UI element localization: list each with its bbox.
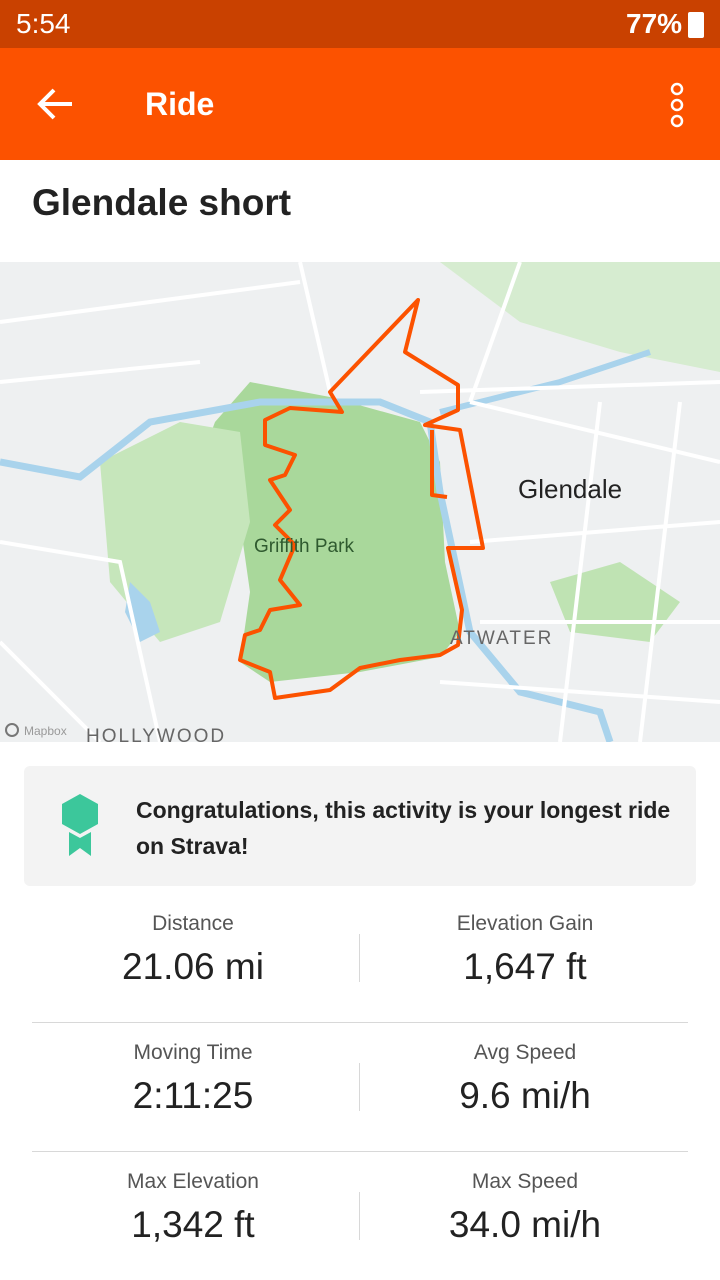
medal-icon [62, 794, 98, 856]
stat-label: Elevation Gain [456, 912, 594, 935]
stat-value: 2:11:25 [132, 1075, 254, 1116]
route-map[interactable]: Glendale Griffith Park ATWATER HOLLYWOOD… [0, 262, 720, 742]
stat-value: 1,647 ft [463, 946, 587, 987]
app-bar-title: Ride [145, 86, 215, 122]
map-label: Griffith Park [254, 536, 354, 557]
divider [359, 1063, 360, 1111]
achievement-banner: Congratulations, this activity is your l… [24, 766, 696, 886]
status-bar: 5:54 77% [0, 0, 720, 48]
stat-value: 1,342 ft [131, 1204, 255, 1245]
status-time: 5:54 [16, 8, 71, 39]
stat-label: Max Elevation [127, 1170, 259, 1193]
stat-value: 21.06 mi [122, 946, 264, 987]
map-label: ATWATER [450, 628, 553, 649]
divider [32, 1022, 688, 1023]
stat-label: Max Speed [471, 1170, 579, 1193]
battery-text: 77% [626, 8, 683, 39]
app-bar: Ride [0, 48, 720, 160]
map-label: HOLLYWOOD [86, 726, 226, 742]
back-button[interactable] [36, 86, 76, 122]
map-label: Glendale [518, 474, 622, 504]
stat-value: 34.0 mi/h [448, 1204, 602, 1245]
stat-label: Avg Speed [473, 1041, 577, 1064]
map-attribution: Mapbox [24, 724, 67, 738]
divider [359, 934, 360, 982]
battery-icon [688, 12, 704, 38]
divider [359, 1192, 360, 1240]
banner-text: Congratulations, this activity is your l… [136, 797, 671, 859]
stat-value: 9.6 mi/h [459, 1075, 591, 1116]
overflow-menu[interactable] [666, 80, 688, 130]
stat-label: Moving Time [133, 1041, 253, 1064]
activity-title: Glendale short [32, 182, 292, 223]
stat-label: Distance [152, 912, 234, 935]
divider [32, 1151, 688, 1152]
